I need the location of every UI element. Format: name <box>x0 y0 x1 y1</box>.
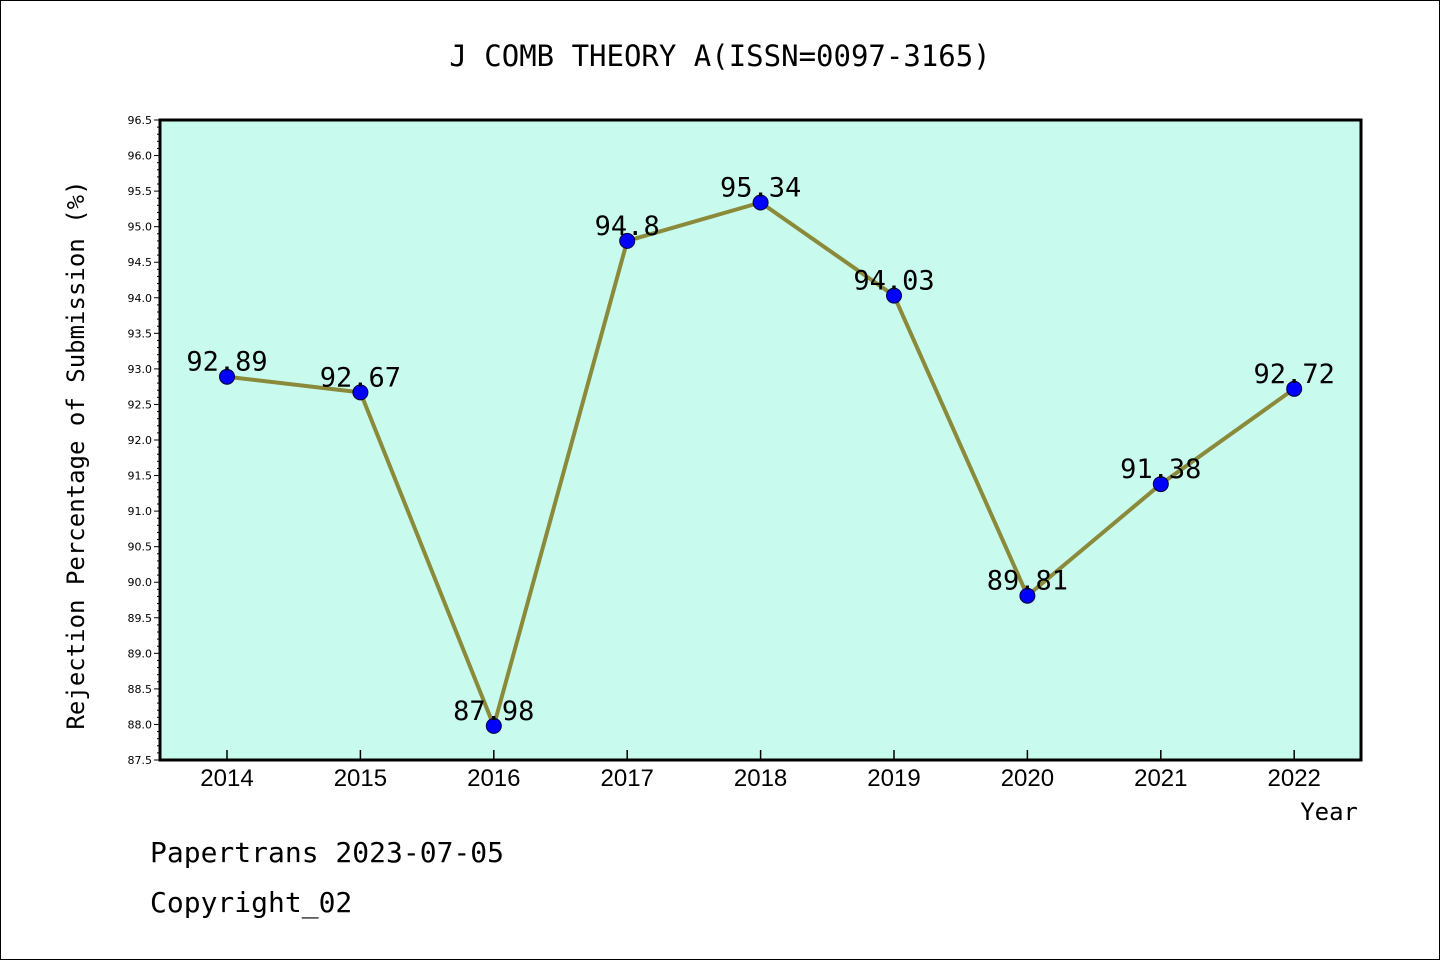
y-tick-label: 87.5 <box>128 754 153 767</box>
x-tick-label: 2014 <box>200 765 253 792</box>
x-axis-label: Year <box>1300 798 1358 826</box>
data-point <box>752 194 769 211</box>
x-tick-label: 2022 <box>1268 765 1321 792</box>
y-tick-label: 93.5 <box>128 327 153 340</box>
x-tick-label: 2021 <box>1134 765 1187 792</box>
data-label: 94.8 <box>595 211 660 242</box>
data-label: 92.72 <box>1254 359 1335 390</box>
data-point <box>219 368 235 385</box>
y-tick-label: 88.5 <box>128 683 153 696</box>
data-label: 92.67 <box>320 362 401 393</box>
data-label: 91.38 <box>1120 454 1201 485</box>
plot-area <box>160 120 1361 760</box>
x-tick-label: 2018 <box>734 765 787 792</box>
data-point <box>352 384 369 401</box>
data-point <box>1152 476 1169 493</box>
chart-title: J COMB THEORY A(ISSN=0097-3165) <box>449 39 990 73</box>
data-point <box>485 717 502 734</box>
y-tick-label: 93.0 <box>128 363 153 376</box>
data-point <box>1019 587 1036 604</box>
data-point <box>619 232 636 249</box>
y-tick-label: 95.0 <box>128 221 153 234</box>
data-label: 87.98 <box>453 696 534 727</box>
x-tick-label: 2020 <box>1001 765 1054 792</box>
y-tick-label: 90.5 <box>128 541 153 554</box>
x-tick-label: 2019 <box>867 765 920 792</box>
x-axis-ticks: 2014 2015 2016 2017 2018 2019 2020 2021 2022 <box>200 750 1321 792</box>
y-tick-label: 95.5 <box>128 185 153 198</box>
y-tick-label: 94.0 <box>128 292 153 305</box>
x-tick-label: 2016 <box>467 765 520 792</box>
y-tick-label: 96.0 <box>128 150 153 163</box>
series-group <box>219 194 1303 734</box>
x-tick-label: 2015 <box>334 765 387 792</box>
y-tick-label: 90.0 <box>128 576 153 589</box>
data-label-group: 92.89 92.67 87.98 94.8 95.34 94.03 89.81 91.38 9… <box>186 172 1334 726</box>
y-tick-label: 91.5 <box>128 470 153 483</box>
y-tick-label: 96.5 <box>128 114 153 127</box>
y-axis-ticks: 87.5 88.0 88.5 89.0 89.5 90.0 90.5 91.0 91.5 92.0… <box>128 114 160 767</box>
y-axis-label: Rejection Percentage of Submission (%) <box>62 180 90 729</box>
data-point <box>1286 380 1303 397</box>
data-label: 89.81 <box>987 566 1068 597</box>
x-tick-label: 2017 <box>601 765 654 792</box>
data-label: 92.89 <box>186 347 267 378</box>
y-tick-label: 94.5 <box>128 256 153 269</box>
copyright-text: Copyright_02 <box>150 886 353 919</box>
y-tick-label: 91.0 <box>128 505 153 518</box>
source-date-text: Papertrans 2023-07-05 <box>150 836 505 869</box>
y-tick-label: 92.0 <box>128 434 153 447</box>
plot-border <box>158 118 1363 762</box>
y-tick-label: 92.5 <box>128 398 153 411</box>
y-tick-label: 89.5 <box>128 612 153 625</box>
data-point <box>886 287 902 304</box>
data-label: 95.34 <box>720 172 801 203</box>
y-tick-label: 88.0 <box>128 718 153 731</box>
y-tick-label: 89.0 <box>128 647 153 660</box>
data-label: 94.03 <box>853 266 934 297</box>
